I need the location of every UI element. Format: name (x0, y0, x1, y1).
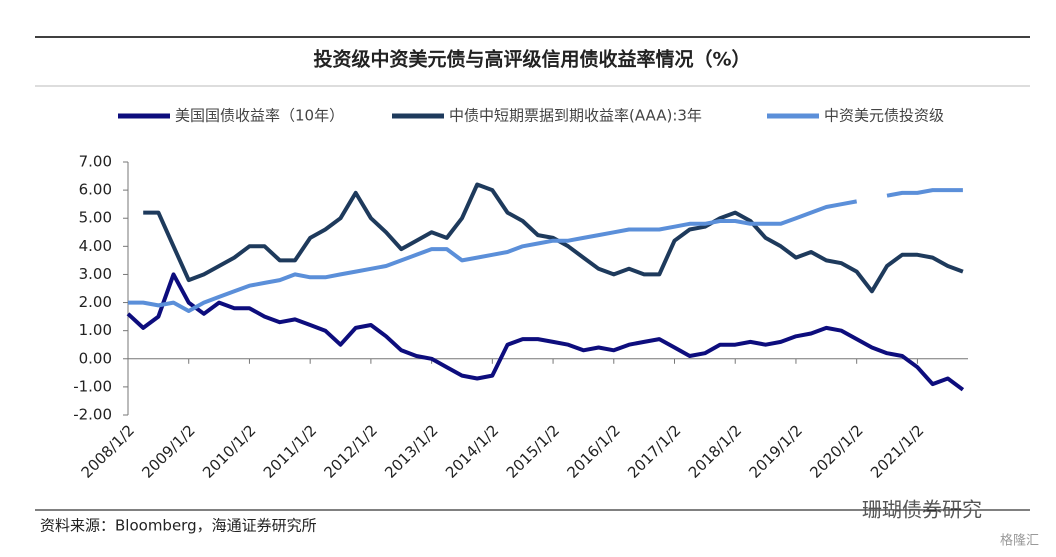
watermark: 格隆汇 (1000, 533, 1039, 549)
y-tick-label: 1.00 (79, 321, 112, 339)
y-tick-label: 3.00 (79, 265, 112, 283)
x-tick-label: 2019/1/2 (746, 421, 806, 481)
y-tick-label: 7.00 (79, 153, 112, 171)
x-tick-label: 2012/1/2 (321, 421, 381, 481)
x-tick-label: 2021/1/2 (867, 421, 927, 481)
x-tick-label: 2016/1/2 (563, 421, 623, 481)
chart-title: 投资级中资美元债与高评级信用债收益率情况（%） (313, 48, 750, 71)
y-tick-label: 2.00 (79, 293, 112, 311)
y-tick-label: 0.00 (79, 349, 112, 367)
series-line (126, 272, 965, 392)
legend-label: 中债中短期票据到期收益率(AAA):3年 (449, 107, 702, 125)
watermark: 珊瑚债券研究 (862, 498, 982, 522)
x-tick-label: 2011/1/2 (260, 421, 320, 481)
x-tick-label: 2018/1/2 (685, 421, 745, 481)
y-tick-label: -1.00 (73, 377, 112, 395)
x-tick-label: 2009/1/2 (138, 421, 198, 481)
x-tick-label: 2014/1/2 (442, 421, 502, 481)
x-tick-label: 2008/1/2 (78, 421, 138, 481)
legend-label: 美国国债收益率（10年） (175, 107, 344, 125)
y-tick-label: 5.00 (79, 209, 112, 227)
y-tick-label: 4.00 (79, 237, 112, 255)
legend-label: 中资美元债投资级 (824, 107, 944, 125)
series-line (143, 182, 964, 294)
y-tick-label: -2.00 (73, 406, 112, 424)
source: 资料来源：Bloomberg，海通证券研究所 (40, 517, 317, 535)
x-tick-label: 2020/1/2 (806, 421, 866, 481)
x-tick-label: 2010/1/2 (199, 421, 259, 481)
y-tick-label: 6.00 (79, 181, 112, 199)
x-tick-label: 2017/1/2 (624, 421, 684, 481)
x-tick-label: 2013/1/2 (381, 421, 441, 481)
series-line (128, 188, 963, 313)
x-tick-label: 2015/1/2 (503, 421, 563, 481)
